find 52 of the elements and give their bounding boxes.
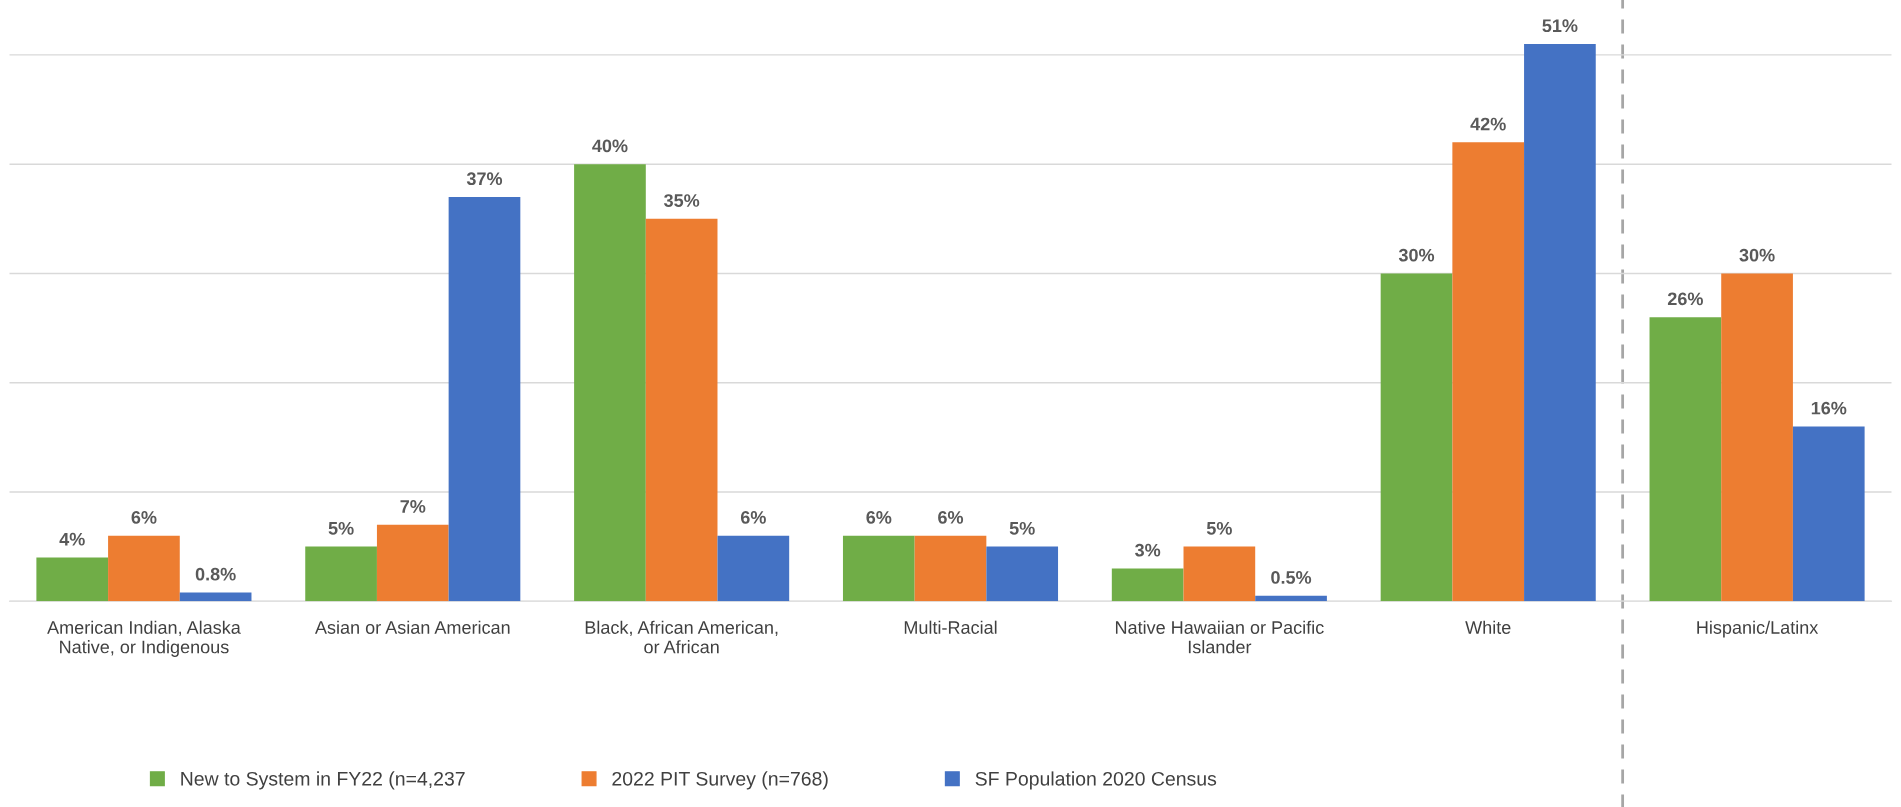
bar: [1452, 142, 1525, 602]
bar: [179, 592, 252, 602]
x-tick-label: Native Hawaiian or Pacific Islander: [1115, 620, 1324, 654]
legend-label: 2022 PIT Survey (n=768): [612, 771, 828, 790]
bar: [1380, 273, 1453, 602]
data-label: 16%: [1811, 401, 1847, 415]
data-label: 3%: [1135, 543, 1161, 557]
x-tick-label: Asian or Asian American: [314, 620, 510, 634]
data-label: 30%: [1739, 248, 1775, 262]
bar: [1255, 595, 1327, 602]
bar: [1792, 426, 1865, 602]
data-label: 5%: [328, 521, 354, 535]
data-label: 0.5%: [1271, 571, 1312, 584]
x-tick-label: Hispanic/Latinx: [1697, 620, 1819, 638]
data-label: 37%: [466, 172, 503, 186]
data-label: 6%: [866, 510, 892, 524]
bar: [645, 218, 718, 602]
bar: [574, 164, 646, 602]
data-label: 42%: [1470, 117, 1506, 131]
data-label: 0.8%: [195, 567, 236, 581]
data-label: 26%: [1667, 292, 1703, 306]
data-label: 30%: [1398, 248, 1435, 262]
data-label: 40%: [592, 139, 628, 153]
bar: [108, 535, 180, 602]
data-label: 6%: [740, 510, 766, 524]
bar: [305, 546, 377, 602]
bar: [842, 535, 915, 602]
x-tick-label: American Indian, Alaska Native, or Indigenous: [47, 620, 241, 657]
bar: [1524, 44, 1596, 602]
data-label: 6%: [131, 510, 157, 524]
bar: [36, 557, 109, 602]
legend-label: New to System in FY22 (n=4,237: [181, 771, 465, 790]
data-label: 6%: [938, 510, 964, 524]
data-label: 35%: [663, 194, 700, 207]
x-tick-label: White: [1465, 620, 1511, 634]
bar: [1183, 546, 1256, 602]
bar: [448, 196, 521, 602]
bar: [1111, 568, 1184, 602]
x-tick-label: Black, African American, or African: [585, 620, 778, 654]
bar: [986, 546, 1059, 602]
data-label: 51%: [1542, 19, 1578, 33]
bar: [717, 535, 790, 602]
legend-label: SF Population 2020 Census: [975, 771, 1217, 790]
bar: [376, 524, 449, 602]
data-label: 5%: [1206, 521, 1232, 535]
bar: [914, 535, 987, 602]
data-label: 7%: [400, 500, 426, 513]
data-label: 4%: [59, 532, 85, 546]
bar: [1721, 273, 1793, 602]
data-label: 5%: [1009, 521, 1035, 535]
x-tick-label: Multi-Racial: [904, 620, 997, 634]
bar: [1649, 317, 1722, 602]
